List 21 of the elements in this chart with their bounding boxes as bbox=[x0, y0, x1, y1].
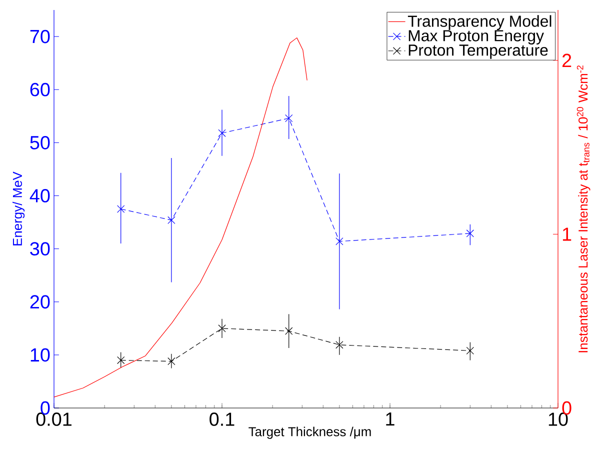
y-tick-label: 50 bbox=[30, 136, 50, 150]
legend-label: Proton Temperature bbox=[408, 44, 548, 59]
legend-label: Transparency Model bbox=[408, 15, 552, 30]
y-axis-title: Energy/ MeV bbox=[12, 172, 25, 246]
x-tick-label: 1 bbox=[386, 412, 394, 426]
y-tick-label: 30 bbox=[30, 242, 50, 256]
y-tick-label: 0 bbox=[40, 401, 50, 415]
y-tick-label: 10 bbox=[30, 348, 50, 362]
legend-label: Max Proton Energy bbox=[408, 30, 544, 44]
y-tick-label: 70 bbox=[30, 30, 50, 44]
x-tick-label: 0.01 bbox=[36, 412, 72, 426]
y2-axis-title: Instantaneous Laser Intensity at t$_{trans}$ / 10$^{20}$ Wcm$^{-2}$ bbox=[576, 66, 590, 352]
x-tick-label: 0.1 bbox=[210, 412, 234, 426]
x-axis-title: Target Thickness /μm bbox=[248, 426, 371, 439]
y-tick-label: 60 bbox=[30, 82, 50, 96]
x-tick-label: 10 bbox=[548, 412, 568, 426]
y-tick-label: 40 bbox=[30, 189, 50, 202]
y2-tick-label: 1 bbox=[562, 228, 572, 241]
y-tick-label: 20 bbox=[30, 295, 50, 309]
y2-tick-label: 2 bbox=[562, 54, 572, 68]
y2-tick-label: 0 bbox=[562, 401, 572, 415]
